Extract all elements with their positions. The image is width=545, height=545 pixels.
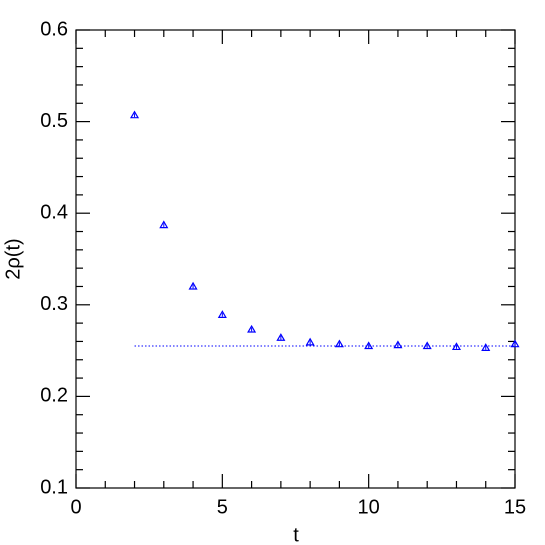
plot-frame <box>75 29 516 489</box>
point <box>393 340 403 349</box>
point <box>422 341 432 350</box>
point <box>305 337 315 346</box>
point <box>217 310 227 318</box>
point <box>247 324 257 333</box>
point <box>276 333 286 341</box>
y-tick-label: 0.1 <box>40 476 68 498</box>
x-tick-label: 15 <box>504 496 526 518</box>
point <box>451 342 462 351</box>
y-axis-label: 2ρ(t) <box>2 238 24 279</box>
point <box>159 220 169 229</box>
point <box>129 110 140 119</box>
x-tick-label: 10 <box>358 496 380 518</box>
point <box>481 343 491 351</box>
point <box>510 339 520 348</box>
y-tick-label: 0.2 <box>40 385 68 407</box>
y-tick-label: 0.6 <box>40 18 68 40</box>
point <box>364 341 374 350</box>
y-tick-label: 0.3 <box>40 293 68 315</box>
x-axis-label: t <box>293 524 299 545</box>
y-tick-label: 0.5 <box>40 110 68 132</box>
point <box>334 339 344 348</box>
point <box>188 281 198 290</box>
y-tick-label: 0.4 <box>40 201 68 223</box>
x-tick-label: 0 <box>70 496 81 518</box>
x-tick-label: 5 <box>217 496 228 518</box>
